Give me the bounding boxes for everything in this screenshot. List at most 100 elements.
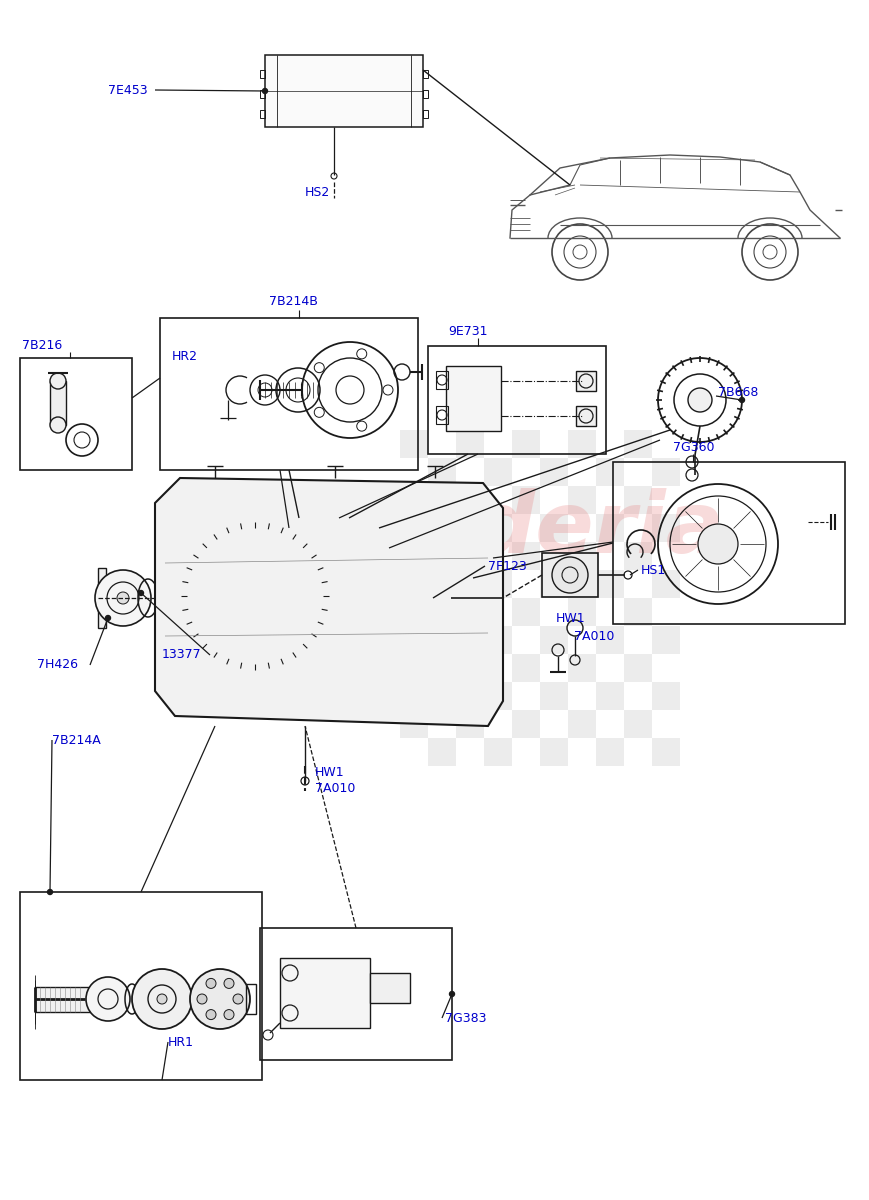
Bar bbox=[623, 430, 651, 458]
Bar bbox=[575, 371, 595, 391]
Bar bbox=[400, 654, 428, 682]
Bar bbox=[455, 430, 483, 458]
Circle shape bbox=[687, 388, 711, 412]
Text: 7B216: 7B216 bbox=[22, 338, 63, 352]
Circle shape bbox=[116, 592, 129, 604]
Circle shape bbox=[138, 590, 143, 595]
Bar bbox=[540, 570, 567, 598]
Bar bbox=[428, 626, 455, 654]
Bar bbox=[260, 110, 265, 118]
Bar bbox=[540, 682, 567, 710]
Bar bbox=[20, 892, 262, 1080]
Bar bbox=[428, 458, 455, 486]
Bar bbox=[567, 430, 595, 458]
Text: scuderia: scuderia bbox=[309, 488, 723, 571]
Bar bbox=[512, 598, 540, 626]
Text: 7G360: 7G360 bbox=[673, 440, 713, 454]
Bar bbox=[512, 542, 540, 570]
Bar bbox=[512, 654, 540, 682]
Text: 7B214A: 7B214A bbox=[52, 733, 101, 746]
Bar bbox=[623, 542, 651, 570]
Circle shape bbox=[449, 991, 454, 996]
Bar bbox=[369, 973, 409, 1003]
Circle shape bbox=[48, 889, 52, 894]
Bar bbox=[651, 626, 680, 654]
Text: 7H426: 7H426 bbox=[37, 659, 78, 672]
Bar bbox=[567, 486, 595, 514]
Bar bbox=[567, 598, 595, 626]
Bar bbox=[265, 55, 422, 127]
Bar bbox=[400, 710, 428, 738]
Bar bbox=[246, 984, 255, 1014]
Bar bbox=[422, 110, 428, 118]
Bar bbox=[575, 406, 595, 426]
Bar bbox=[540, 514, 567, 542]
Bar bbox=[512, 710, 540, 738]
Text: HS1: HS1 bbox=[640, 564, 666, 576]
Bar bbox=[455, 598, 483, 626]
Circle shape bbox=[182, 524, 327, 668]
Circle shape bbox=[739, 397, 744, 402]
Text: 7A010: 7A010 bbox=[574, 630, 614, 642]
Text: 7G383: 7G383 bbox=[444, 1012, 486, 1025]
Circle shape bbox=[189, 970, 249, 1028]
Bar bbox=[483, 626, 512, 654]
Text: 13377: 13377 bbox=[162, 648, 202, 661]
Bar bbox=[455, 542, 483, 570]
Circle shape bbox=[223, 978, 234, 989]
Circle shape bbox=[335, 540, 450, 656]
Bar bbox=[595, 626, 623, 654]
Circle shape bbox=[206, 1009, 216, 1020]
Circle shape bbox=[233, 994, 242, 1004]
Text: HS2: HS2 bbox=[305, 186, 330, 198]
Bar bbox=[651, 458, 680, 486]
Circle shape bbox=[223, 1009, 234, 1020]
Bar bbox=[541, 553, 597, 596]
Bar bbox=[567, 710, 595, 738]
Circle shape bbox=[385, 590, 401, 606]
Bar bbox=[435, 406, 448, 424]
Bar bbox=[35, 986, 90, 1012]
Bar bbox=[20, 358, 132, 470]
Bar bbox=[400, 542, 428, 570]
Bar bbox=[567, 654, 595, 682]
Bar bbox=[428, 738, 455, 766]
Bar bbox=[613, 462, 844, 624]
Bar bbox=[446, 366, 501, 431]
Text: 7B668: 7B668 bbox=[717, 385, 758, 398]
Text: c: c bbox=[200, 572, 221, 607]
Bar bbox=[260, 928, 452, 1060]
Bar bbox=[595, 458, 623, 486]
Bar bbox=[422, 70, 428, 78]
Bar bbox=[455, 486, 483, 514]
Text: 9E731: 9E731 bbox=[448, 325, 487, 338]
Bar bbox=[540, 738, 567, 766]
Bar bbox=[422, 90, 428, 98]
Bar bbox=[260, 90, 265, 98]
Bar bbox=[483, 458, 512, 486]
Text: 7E453: 7E453 bbox=[109, 84, 148, 96]
Bar bbox=[595, 738, 623, 766]
Bar bbox=[512, 430, 540, 458]
Text: HR2: HR2 bbox=[172, 350, 198, 362]
Circle shape bbox=[105, 616, 110, 620]
Bar bbox=[540, 626, 567, 654]
Bar bbox=[623, 710, 651, 738]
Bar bbox=[651, 682, 680, 710]
Circle shape bbox=[697, 524, 737, 564]
Bar bbox=[455, 710, 483, 738]
Bar bbox=[435, 371, 448, 389]
Circle shape bbox=[86, 977, 129, 1021]
Bar bbox=[540, 458, 567, 486]
Bar bbox=[567, 542, 595, 570]
Circle shape bbox=[50, 416, 66, 433]
Text: HW1: HW1 bbox=[555, 612, 585, 624]
Polygon shape bbox=[155, 478, 502, 726]
Circle shape bbox=[156, 994, 167, 1004]
Bar bbox=[483, 570, 512, 598]
Bar bbox=[483, 682, 512, 710]
Bar bbox=[400, 598, 428, 626]
Bar bbox=[260, 70, 265, 78]
Bar bbox=[160, 318, 417, 470]
Text: HW1: HW1 bbox=[315, 766, 344, 779]
